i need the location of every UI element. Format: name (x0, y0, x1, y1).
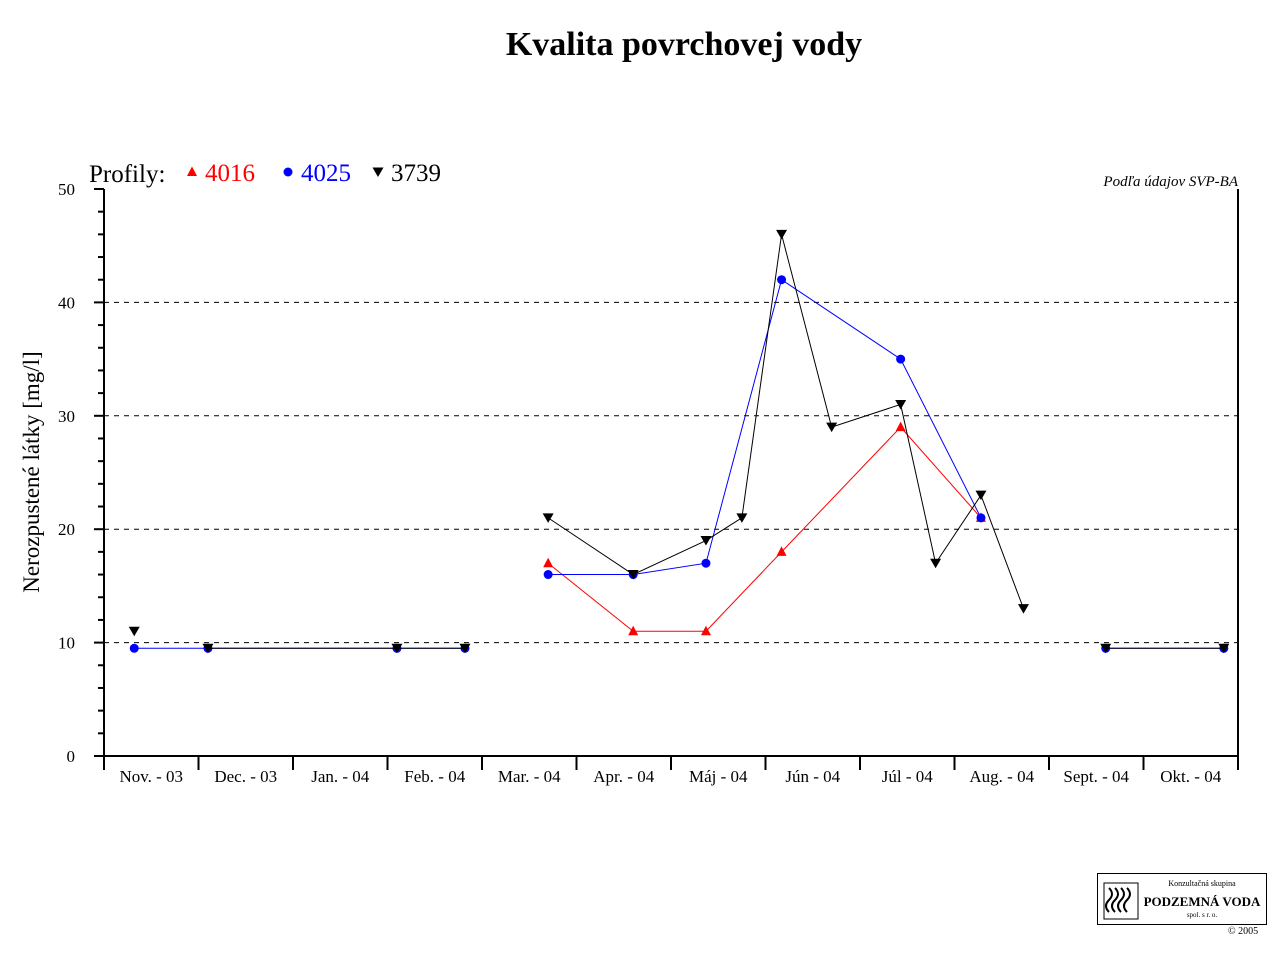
copyright: © 2005 (1228, 926, 1259, 937)
data-point-triangle-down (128, 626, 140, 637)
y-tick-label: 50 (58, 180, 75, 199)
source-note: Podľa údajov SVP-BA (1102, 174, 1238, 190)
data-point-triangle-down (1100, 643, 1112, 654)
y-tick-label: 30 (58, 407, 75, 426)
logo-line-2: PODZEMNÁ VODA (1143, 894, 1261, 909)
data-point-circle (701, 558, 711, 568)
data-point-triangle-down (1017, 604, 1029, 614)
x-axis-ticks: Nov. - 03 Dec. - 03 Jan. - 04 Feb. - 04 Mar.… (103, 756, 1239, 786)
data-point-triangle-down (930, 558, 942, 569)
data-point-triangle-up (628, 625, 639, 636)
data-point-circle (129, 643, 139, 653)
legend-prefix: Profily: (89, 161, 165, 188)
data-point-circle (896, 354, 906, 364)
y-tick-label: 20 (58, 520, 75, 539)
chart-title: Kvalita povrchovej vody (506, 26, 862, 63)
y-axis-label: Nerozpustené látky [mg/l] (19, 351, 44, 592)
series-line (547, 426, 982, 632)
wave-logo-icon (1103, 882, 1139, 920)
x-tick-label: Dec. - 03 (214, 767, 277, 786)
data-point-triangle-up (776, 546, 787, 556)
grid-lines (104, 301, 1238, 644)
data-point-triangle-down (202, 643, 214, 654)
legend-marker-4016 (187, 166, 197, 176)
data-point-triangle-down (391, 643, 403, 654)
data-point-triangle-down (1218, 643, 1230, 654)
data-point-triangle-down (459, 643, 471, 654)
data-point-triangle-down (542, 513, 554, 523)
data-series (128, 229, 1230, 654)
data-point-triangle-up (700, 625, 711, 636)
legend-label-4016: 4016 (205, 160, 255, 187)
data-point-triangle-down (736, 513, 748, 523)
data-point-circle (543, 570, 553, 580)
x-tick-label: Okt. - 04 (1160, 767, 1221, 786)
data-point-triangle-down (975, 490, 987, 501)
y-tick-label: 40 (58, 293, 75, 312)
x-tick-label: Jún - 04 (785, 767, 840, 786)
y-tick-label: 10 (58, 634, 75, 653)
series-4025 (129, 275, 1229, 653)
series-4016 (543, 421, 986, 636)
data-point-triangle-up (543, 557, 554, 568)
data-point-triangle-down (776, 229, 788, 240)
data-point-triangle-down (627, 570, 639, 580)
logo-line-3: spol. s r. o. (1186, 911, 1218, 919)
series-3739 (128, 229, 1230, 654)
data-point-circle (976, 513, 986, 523)
data-point-circle (777, 275, 787, 285)
data-point-triangle-down (895, 399, 907, 410)
logo-line-1: Konzultačná skupina (1168, 879, 1236, 888)
data-point-triangle-down (826, 422, 838, 433)
x-tick-label: Júl - 04 (882, 767, 934, 786)
y-axis-ticks: 0 10 20 30 40 50 (58, 180, 104, 766)
x-tick-label: Nov. - 03 (119, 767, 183, 786)
company-logo: Konzultačná skupina PODZEMNÁ VODA spol. … (1097, 873, 1267, 925)
y-tick-label: 0 (67, 747, 76, 766)
x-tick-label: Máj - 04 (689, 767, 748, 786)
legend-label-3739: 3739 (391, 160, 441, 187)
data-point-triangle-up (895, 421, 906, 432)
data-point-triangle-down (700, 536, 712, 546)
x-tick-label: Feb. - 04 (404, 767, 465, 786)
legend-marker-3739 (372, 167, 384, 177)
series-line (548, 278, 982, 576)
x-tick-label: Apr. - 04 (593, 767, 654, 786)
axes (103, 189, 1239, 757)
legend: 4016 4025 3739 (187, 160, 441, 187)
x-tick-label: Sept. - 04 (1063, 767, 1129, 786)
x-tick-label: Mar. - 04 (498, 767, 561, 786)
x-tick-label: Aug. - 04 (969, 767, 1034, 786)
series-line (547, 234, 1024, 609)
legend-marker-4025 (283, 167, 293, 177)
legend-label-4025: 4025 (301, 160, 351, 187)
x-tick-label: Jan. - 04 (311, 767, 370, 786)
